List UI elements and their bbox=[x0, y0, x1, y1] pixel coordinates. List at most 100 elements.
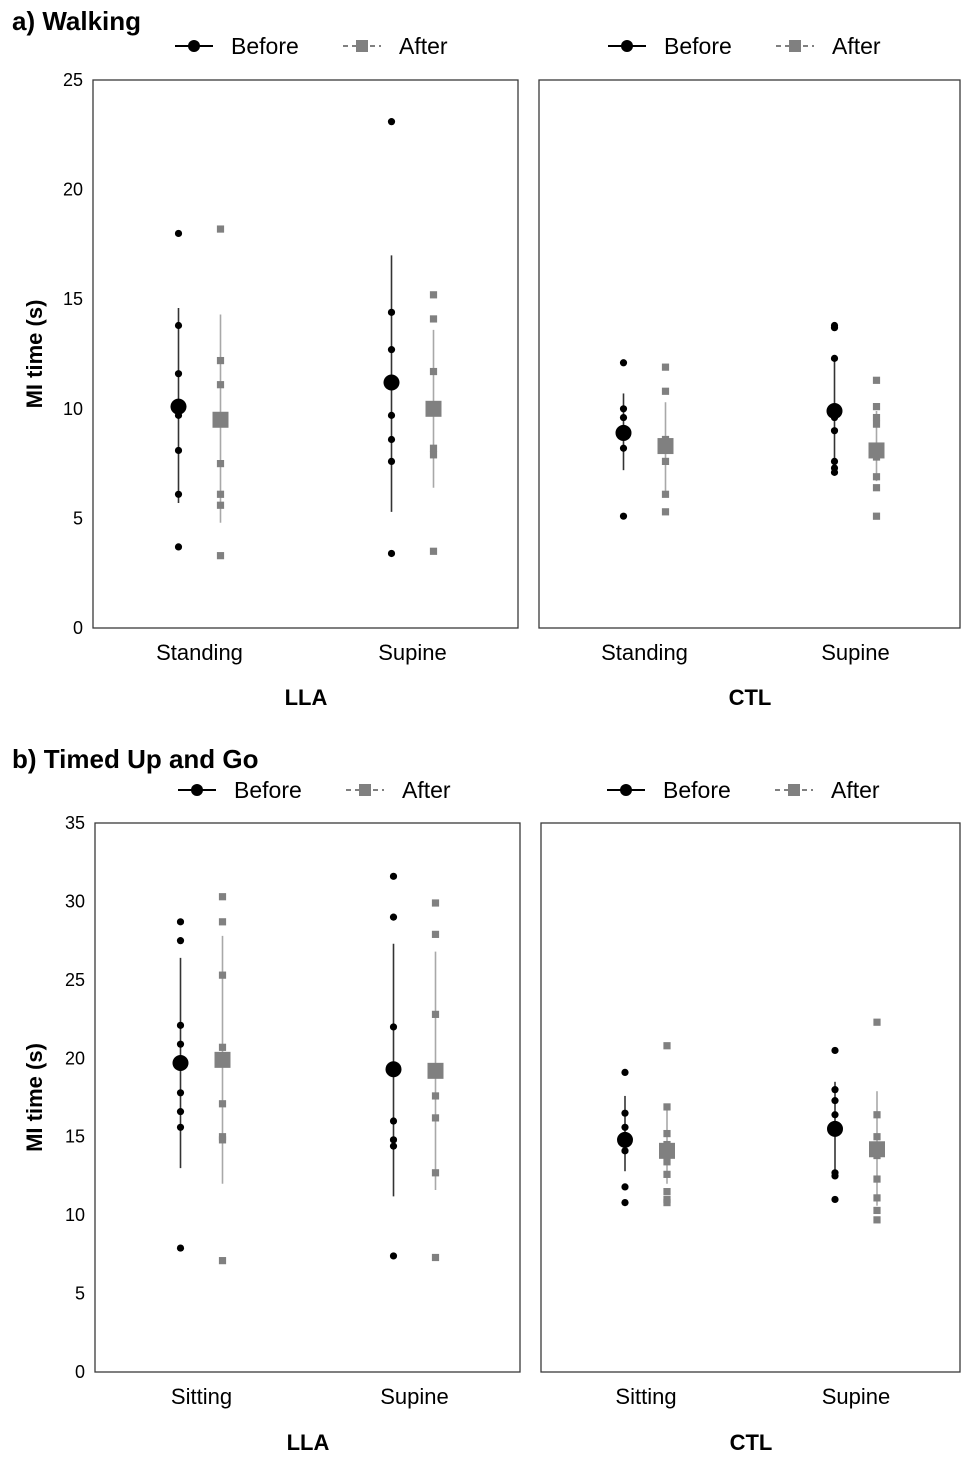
series-before-supine bbox=[385, 872, 402, 1260]
panel-ctl: Before After Standing Supine CTL bbox=[538, 33, 961, 710]
data-point bbox=[872, 484, 881, 492]
series-after-supine bbox=[868, 376, 885, 520]
data-point bbox=[429, 547, 438, 555]
mean-marker bbox=[657, 438, 674, 455]
data-point bbox=[831, 1172, 839, 1180]
data-point bbox=[831, 1097, 839, 1105]
data-point bbox=[387, 411, 396, 419]
data-point bbox=[176, 1244, 185, 1252]
mean-marker bbox=[615, 424, 632, 441]
mean-marker bbox=[617, 1131, 633, 1148]
data-point bbox=[431, 1169, 440, 1177]
data-point bbox=[872, 403, 881, 411]
data-point bbox=[661, 490, 670, 498]
legend-marker-square bbox=[359, 784, 371, 796]
legend-item-before: Before bbox=[608, 33, 732, 59]
data-point bbox=[174, 370, 183, 378]
data-point bbox=[176, 1123, 185, 1131]
data-point bbox=[663, 1129, 671, 1138]
legend-marker-square bbox=[788, 784, 800, 796]
data-point bbox=[389, 1136, 398, 1144]
group-label: CTL bbox=[730, 1430, 773, 1455]
data-point bbox=[621, 1068, 629, 1077]
panel-frame bbox=[540, 822, 961, 1373]
data-point bbox=[619, 413, 628, 422]
data-point bbox=[218, 971, 227, 979]
data-point bbox=[431, 1253, 440, 1262]
data-point bbox=[663, 1188, 671, 1196]
data-point bbox=[389, 1252, 398, 1260]
chart-title: b) Timed Up and Go bbox=[12, 744, 259, 774]
legend-label: After bbox=[831, 777, 880, 803]
panel-frame bbox=[538, 79, 961, 629]
data-point bbox=[663, 1042, 671, 1050]
data-point bbox=[872, 512, 881, 520]
series-before-supine bbox=[827, 1046, 843, 1204]
data-point bbox=[872, 376, 881, 384]
mean-marker bbox=[212, 411, 229, 428]
legend-label: Before bbox=[664, 33, 732, 59]
data-point bbox=[176, 937, 185, 945]
data-point bbox=[619, 405, 628, 413]
data-point bbox=[429, 444, 438, 452]
mean-marker bbox=[385, 1061, 402, 1078]
data-point bbox=[218, 1257, 227, 1265]
data-point bbox=[216, 381, 225, 389]
data-point bbox=[174, 446, 183, 455]
data-point bbox=[429, 291, 438, 299]
data-point bbox=[830, 427, 839, 435]
data-point bbox=[621, 1183, 629, 1191]
data-point bbox=[389, 913, 398, 921]
data-point bbox=[216, 501, 225, 509]
mean-marker bbox=[172, 1054, 189, 1071]
series-after-sitting bbox=[214, 893, 231, 1265]
x-category-label: Sitting bbox=[615, 1384, 676, 1409]
data-point bbox=[872, 473, 881, 481]
data-point bbox=[429, 451, 438, 459]
data-point bbox=[431, 1010, 440, 1018]
group-label: LLA bbox=[285, 685, 328, 710]
series-after-standing bbox=[657, 363, 674, 516]
x-category-label: Supine bbox=[822, 1384, 891, 1409]
x-category-label: Standing bbox=[156, 640, 243, 665]
data-point bbox=[831, 1086, 839, 1094]
data-point bbox=[387, 308, 396, 316]
legend-item-before: Before bbox=[607, 777, 731, 803]
x-category-label: Supine bbox=[821, 640, 890, 665]
data-point bbox=[830, 457, 839, 466]
data-point bbox=[176, 1108, 185, 1116]
data-point bbox=[873, 1216, 881, 1224]
y-tick-label: 20 bbox=[65, 1048, 85, 1068]
legend-item-after: After bbox=[343, 33, 448, 59]
y-tick-label: 25 bbox=[65, 970, 85, 990]
data-point bbox=[389, 1142, 398, 1150]
legend-item-after: After bbox=[346, 777, 451, 803]
data-point bbox=[216, 460, 225, 468]
legend-marker-circle bbox=[188, 40, 200, 52]
legend-label: After bbox=[832, 33, 881, 59]
data-point bbox=[218, 1043, 227, 1051]
data-point bbox=[873, 1133, 881, 1141]
series-before-standing bbox=[615, 359, 632, 520]
data-point bbox=[873, 1175, 881, 1183]
mean-marker bbox=[826, 402, 843, 419]
data-point bbox=[216, 356, 225, 365]
data-point bbox=[174, 543, 183, 551]
legend-marker-circle bbox=[621, 40, 633, 52]
data-point bbox=[387, 457, 396, 466]
series-before-sitting bbox=[617, 1068, 633, 1207]
panel-ctl: Before After Sitting Supine CTL bbox=[540, 777, 961, 1455]
y-tick-label: 25 bbox=[63, 70, 83, 90]
data-point bbox=[387, 346, 396, 354]
legend-marker-square bbox=[356, 40, 368, 52]
data-point bbox=[176, 1021, 185, 1029]
mean-marker bbox=[659, 1142, 675, 1159]
data-point bbox=[387, 118, 396, 126]
series-before-supine bbox=[383, 118, 400, 558]
data-point bbox=[663, 1158, 671, 1166]
chart-timed-up-and-go: b) Timed Up and Go MI time (s) 0 5 10 15 20 25 3… bbox=[12, 744, 961, 1455]
data-point bbox=[389, 872, 398, 880]
y-tick-label: 0 bbox=[75, 1362, 85, 1382]
series-after-supine bbox=[425, 291, 442, 555]
y-tick-label: 5 bbox=[75, 1284, 85, 1304]
